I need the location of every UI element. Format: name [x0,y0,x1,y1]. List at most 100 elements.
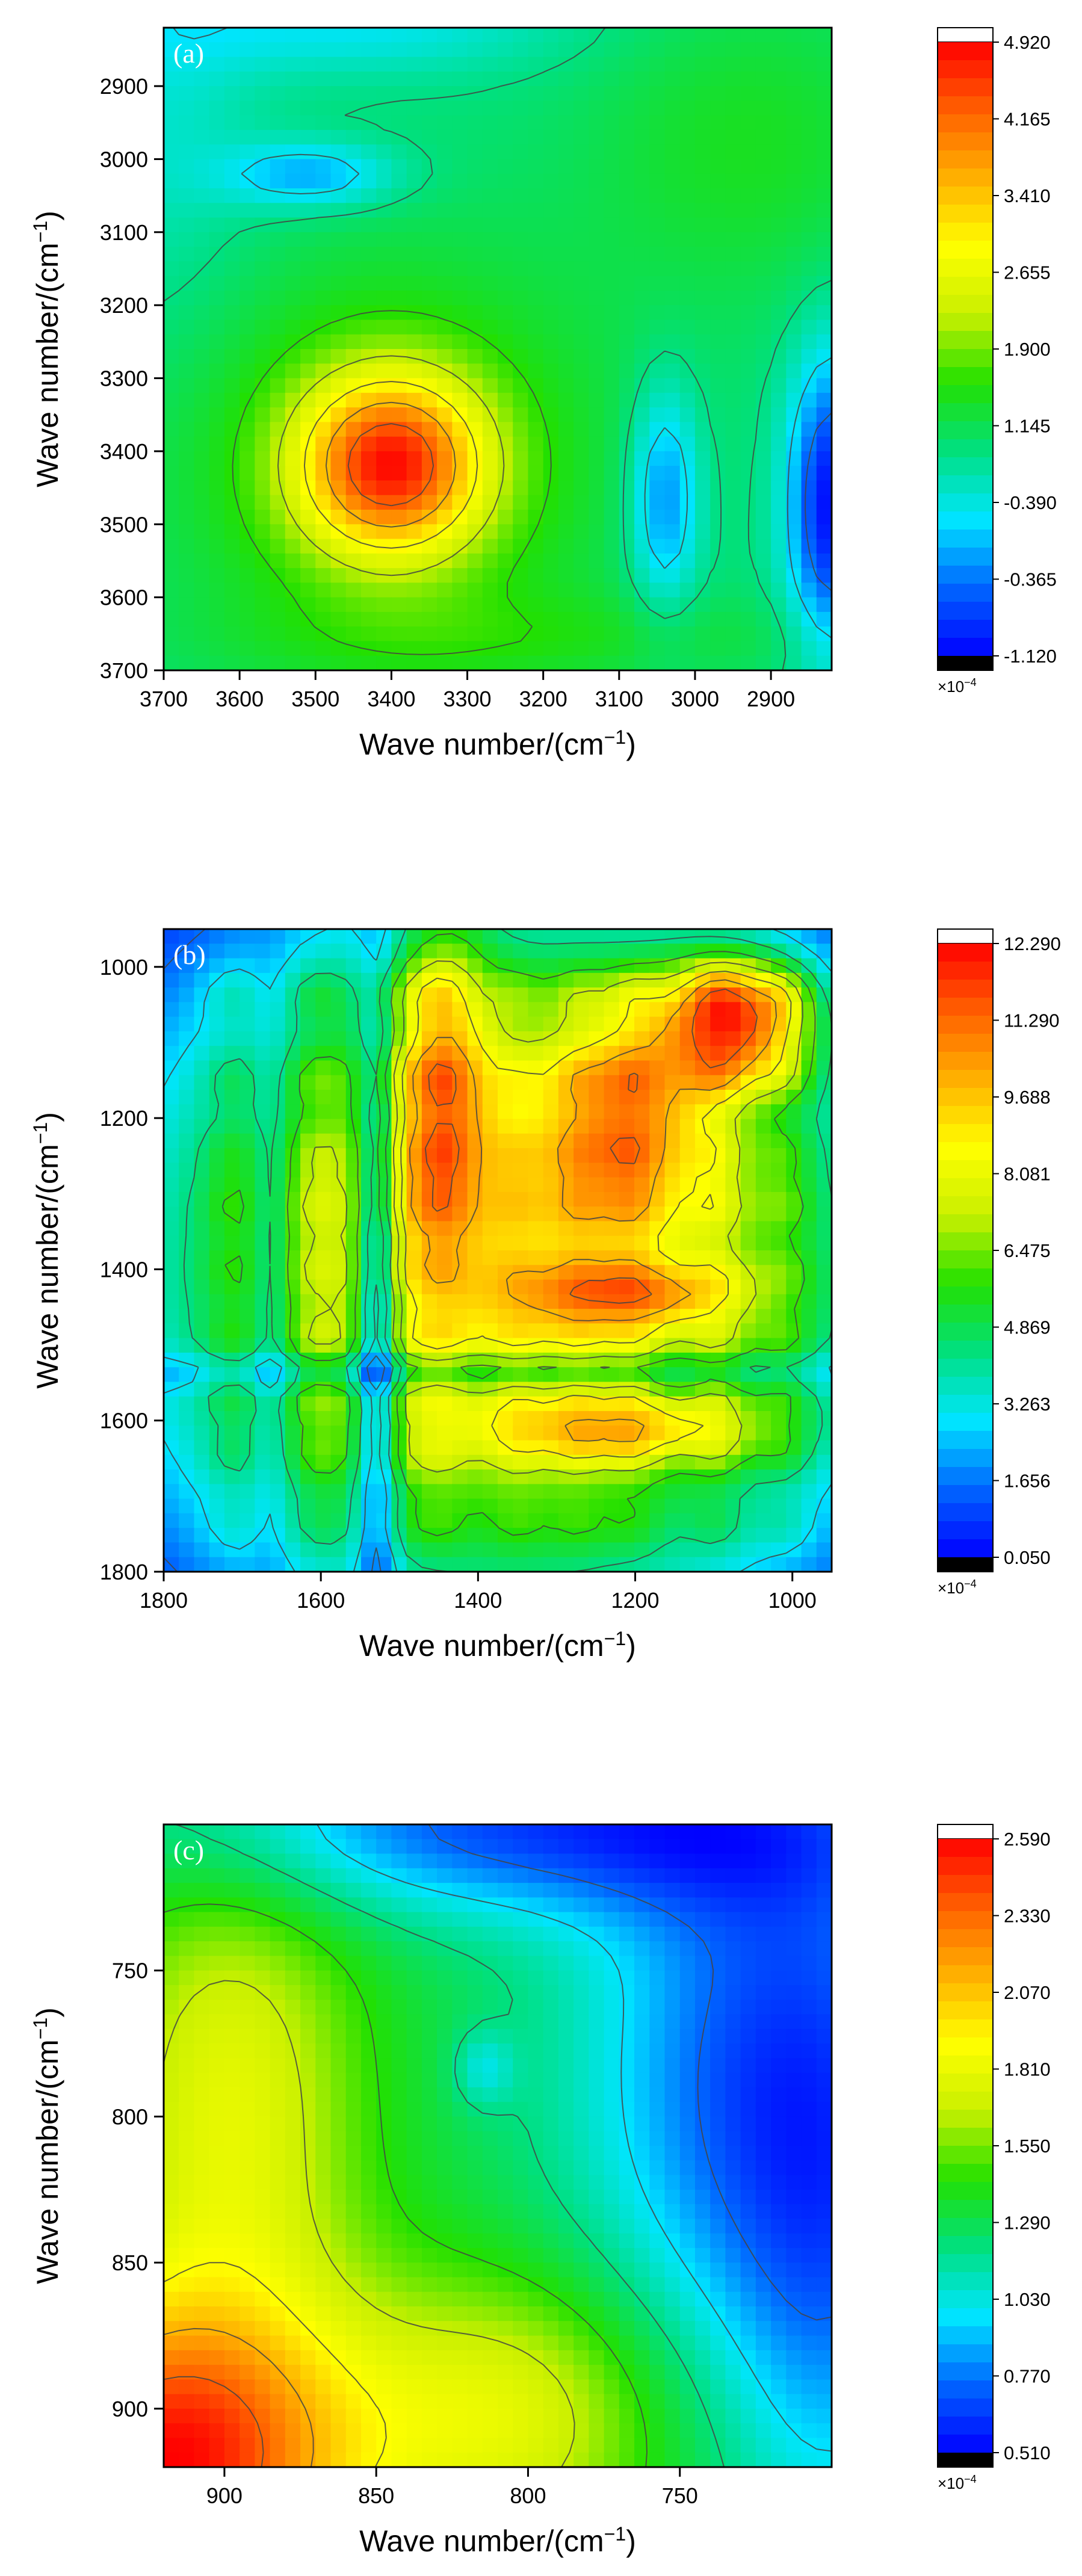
heatmap-cell [164,1824,180,1840]
heatmap-cell [437,1868,453,1883]
heatmap-cell [406,378,422,394]
heatmap-cell [376,451,392,466]
heatmap-cell [467,539,483,554]
heatmap-cell [330,129,347,145]
heatmap-cell [528,1352,544,1368]
heatmap-cell [801,1557,817,1572]
heatmap-cell [467,305,483,321]
heatmap-cell [345,188,362,204]
contour-line [409,979,777,1442]
heatmap-cell [482,1985,498,2001]
heatmap-cell [634,929,651,945]
colorbar-band [938,548,993,566]
heatmap-cell [589,929,605,945]
heatmap-cell [619,626,635,642]
heatmap-cell [573,611,590,627]
heatmap-cell [513,217,529,233]
heatmap-cell [710,1294,726,1309]
heatmap-cell [376,407,392,423]
heatmap-cell [513,1235,529,1251]
heatmap-cell [452,188,468,204]
heatmap-cell [771,1912,787,1927]
heatmap-cell [498,1323,514,1339]
heatmap-cell [255,422,271,437]
heatmap-cell [619,1046,635,1061]
heatmap-cell [194,1250,210,1266]
heatmap-cell [573,582,590,598]
heatmap-cell [437,1002,453,1018]
heatmap-cell [786,100,802,116]
heatmap-cell [437,1382,453,1397]
heatmap-cell [604,1031,620,1046]
heatmap-cell [300,539,317,554]
heatmap-cell [558,1956,574,1971]
y-tick-label: 3100 [100,220,148,245]
colorbar-band [938,439,993,458]
heatmap-cell [513,1191,529,1207]
heatmap-cell [421,1440,437,1456]
heatmap-cell [482,1883,498,1898]
colorbar-label: 8.081 [1004,1164,1051,1185]
heatmap-cell [528,392,544,408]
heatmap-cell [255,1309,271,1324]
heatmap-cell [300,232,317,247]
heatmap-cell [755,1309,771,1324]
heatmap-cell [619,1839,635,1855]
heatmap-cell [255,1853,271,1869]
heatmap-cell [164,1002,180,1018]
heatmap-cell [315,1367,332,1383]
heatmap-cell [285,144,301,160]
heatmap-cell [421,1985,437,2001]
heatmap-cell [224,1309,240,1324]
heatmap-cell [391,392,407,408]
heatmap-cell [725,349,741,365]
heatmap-cell [771,1484,787,1500]
heatmap-cell [573,71,590,87]
heatmap-cell [725,641,741,656]
heatmap-cell [725,1542,741,1558]
heatmap-cell [255,1484,271,1500]
heatmap-cell [771,495,787,510]
heatmap-cell [452,1294,468,1309]
heatmap-cell [786,144,802,160]
heatmap-cell [619,2014,635,2030]
heatmap-cell [543,1912,559,1927]
heatmap-cell [376,1839,392,1855]
heatmap-cell [816,1956,832,1971]
contour-line [424,988,758,1304]
heatmap-cell [604,1191,620,1207]
heatmap-cell [240,597,256,613]
heatmap-cell [482,86,498,102]
heatmap-cell [467,1382,483,1397]
heatmap-cell [437,597,453,613]
heatmap-cell [710,2102,726,2117]
heatmap-cell [649,1191,666,1207]
heatmap-cell [513,1279,529,1295]
heatmap-cell [179,539,195,554]
heatmap-cell [543,655,559,671]
heatmap-cell [179,510,195,525]
heatmap-cell [330,2043,347,2059]
heatmap-cell [421,203,437,218]
heatmap-cell [619,2000,635,2015]
heatmap-cell [619,641,635,656]
heatmap-cell [406,1191,422,1207]
heatmap-cell [771,1206,787,1222]
heatmap-cell [391,2072,407,2088]
heatmap-cell [360,1897,377,1913]
heatmap-cell [194,232,210,247]
heatmap-cell [315,1221,332,1237]
heatmap-cell [482,378,498,394]
heatmap-cell [694,1265,711,1280]
heatmap-cell [558,349,574,365]
heatmap-cell [270,539,286,554]
heatmap-cell [725,1016,741,1032]
heatmap-cell [224,28,240,43]
heatmap-cell [679,1868,696,1883]
heatmap-cell [664,1046,681,1061]
heatmap-cell [285,1839,301,1855]
heatmap-cell [801,1985,817,2001]
heatmap-cell [619,129,635,145]
colorbar-band [938,78,993,97]
heatmap-cell [604,1985,620,2001]
